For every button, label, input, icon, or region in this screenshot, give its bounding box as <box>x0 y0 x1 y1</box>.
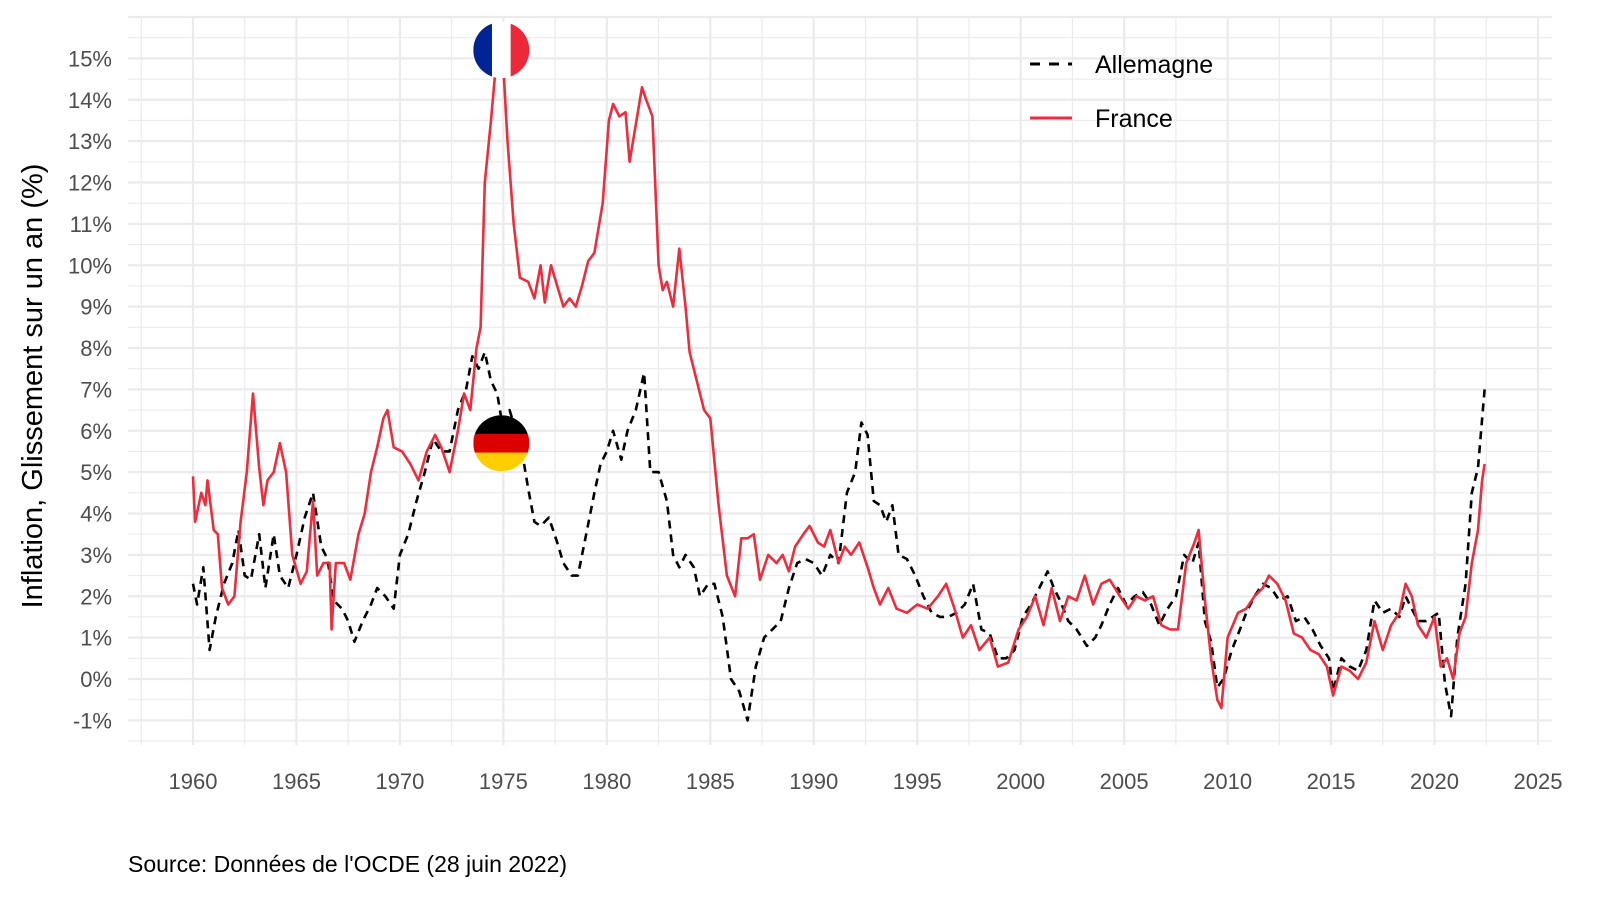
x-tick-label: 2000 <box>996 769 1045 794</box>
grid-lines <box>128 15 1552 745</box>
y-tick-label: 2% <box>80 584 112 609</box>
y-tick-label: 5% <box>80 460 112 485</box>
x-tick-label: 2015 <box>1307 769 1356 794</box>
flag-stripe <box>510 22 530 79</box>
y-tick-label: 7% <box>80 377 112 402</box>
legend: Allemagne France <box>1030 51 1213 133</box>
x-tick-label: 1985 <box>686 769 735 794</box>
y-tick-label: 10% <box>68 253 112 278</box>
x-tick-label: 1970 <box>375 769 424 794</box>
y-tick-label: 1% <box>80 626 112 651</box>
y-tick-label: 14% <box>68 88 112 113</box>
y-tick-label: 6% <box>80 419 112 444</box>
source-caption: Source: Données de l'OCDE (28 juin 2022) <box>128 851 567 877</box>
x-tick-label: 2005 <box>1100 769 1149 794</box>
flag-icon-france <box>473 22 530 79</box>
x-tick-label: 2010 <box>1203 769 1252 794</box>
x-tick-label: 1965 <box>272 769 321 794</box>
flag-icon-allemagne <box>473 415 530 472</box>
country-flags <box>473 22 530 472</box>
y-tick-label: 13% <box>68 129 112 154</box>
series-line-allemagne <box>191 350 1486 722</box>
series-lines <box>191 48 1486 722</box>
y-tick-label: 12% <box>68 171 112 196</box>
flag-stripe <box>473 433 530 454</box>
y-tick-label: -1% <box>73 708 112 733</box>
y-tick-label: 11% <box>70 212 112 237</box>
y-axis-tick-labels: -1% 0% 1% 2% 3% 4% 5% 6% 7% 8% 9% 10% 11% 12% 13% 14% 15… <box>68 46 112 733</box>
x-tick-label: 2025 <box>1514 769 1563 794</box>
legend-label-allemagne: Allemagne <box>1095 51 1213 79</box>
flag-stripe <box>473 415 530 435</box>
x-tick-label: 2020 <box>1410 769 1459 794</box>
x-tick-label: 1995 <box>893 769 942 794</box>
flag-stripe <box>473 22 493 79</box>
y-tick-label: 3% <box>80 543 112 568</box>
y-tick-label: 15% <box>68 46 112 71</box>
y-tick-label: 4% <box>80 502 112 527</box>
y-tick-label: 8% <box>80 336 112 361</box>
legend-label-france: France <box>1095 105 1173 133</box>
y-tick-label: 9% <box>80 295 112 320</box>
y-tick-label: 0% <box>80 667 112 692</box>
flag-stripe <box>473 452 530 472</box>
x-axis-tick-labels: 1960 1965 1970 1975 1980 1985 1990 1995 2000 2005… <box>169 769 1563 794</box>
y-axis-title: Inflation, Glissement sur un an (%) <box>17 164 49 609</box>
x-tick-label: 1990 <box>789 769 838 794</box>
flag-stripe <box>491 22 512 79</box>
series-line-france <box>191 48 1486 710</box>
x-tick-label: 1960 <box>169 769 218 794</box>
x-tick-label: 1980 <box>582 769 631 794</box>
x-tick-label: 1975 <box>479 769 528 794</box>
